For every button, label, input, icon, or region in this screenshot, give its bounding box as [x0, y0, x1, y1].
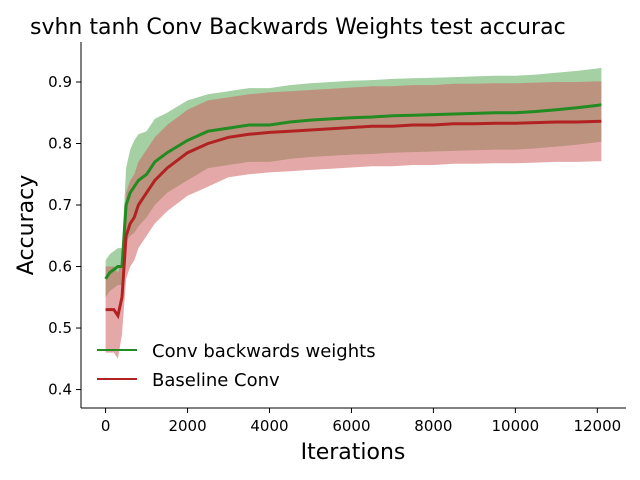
legend-label-baseline-conv: Baseline Conv [152, 370, 280, 391]
x-tick-label: 2000 [168, 417, 206, 435]
x-axis-label: Iterations [301, 440, 406, 465]
x-tick-label: 12000 [573, 417, 621, 435]
x-tick-label: 0 [101, 417, 111, 435]
x-tick-label: 8000 [414, 417, 452, 435]
y-tick-label: 0.8 [48, 134, 72, 152]
series-lines [104, 103, 602, 320]
x-ticks: 0 2000 4000 6000 8000 10000 12000 [101, 408, 621, 435]
chart-title: svhn tanh Conv Backwards Weights test ac… [30, 15, 566, 40]
y-axis-label: Accuracy [14, 175, 39, 275]
legend: Conv backwards weights Baseline Conv [97, 341, 376, 391]
y-tick-label: 0.7 [48, 196, 72, 214]
y-ticks: 0.4 0.5 0.6 0.7 0.8 0.9 [48, 73, 81, 399]
line-baseline-conv [105, 119, 602, 320]
band-baseline-conv [105, 81, 602, 359]
y-tick-label: 0.9 [48, 73, 72, 91]
y-tick-label: 0.6 [48, 258, 72, 276]
y-tick-label: 0.5 [48, 319, 72, 337]
line-conv-backwards-weights [104, 103, 602, 280]
y-tick-label: 0.4 [48, 381, 72, 399]
x-tick-label: 10000 [492, 417, 540, 435]
x-tick-label: 6000 [332, 417, 370, 435]
legend-label-conv-backwards-weights: Conv backwards weights [152, 341, 376, 362]
x-tick-label: 4000 [250, 417, 288, 435]
